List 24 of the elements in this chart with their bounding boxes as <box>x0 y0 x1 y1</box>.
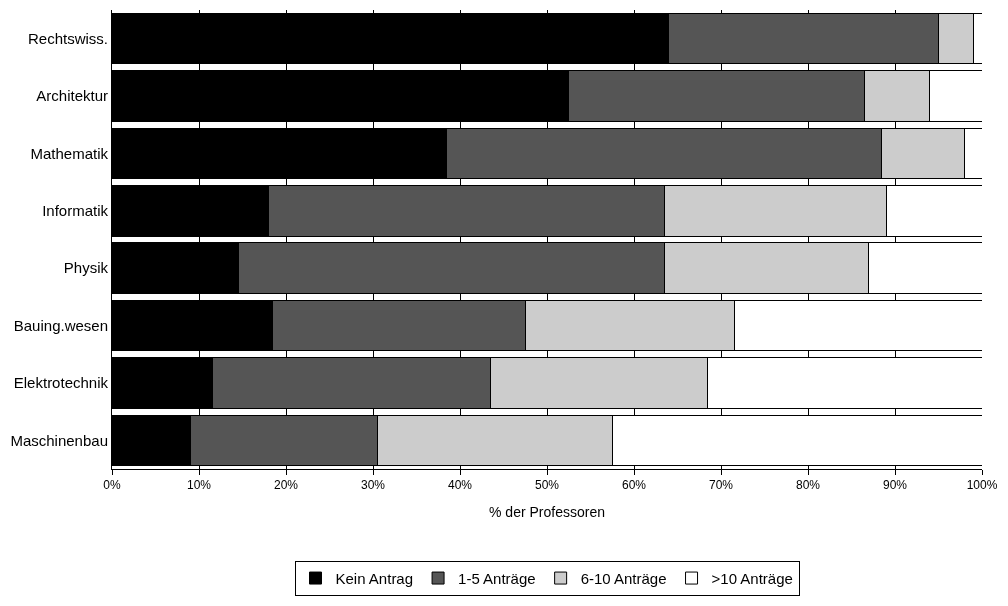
x-tick-label: 20% <box>273 478 299 493</box>
y-tick-label: Bauing.wesen <box>13 316 108 334</box>
y-tick-label: Rechtswiss. <box>27 29 108 47</box>
y-tick-label: Elektrotechnik <box>13 374 109 392</box>
x-axis-title: % der Professoren <box>489 503 605 520</box>
x-tick-label: 100% <box>966 478 998 493</box>
x-tick-label: 80% <box>795 478 821 493</box>
y-tick-label: Architektur <box>36 87 108 105</box>
x-tick-label: 60% <box>621 478 647 493</box>
x-tick-label: 30% <box>360 478 386 493</box>
x-tick-label: 0% <box>103 478 121 493</box>
y-tick-label: Informatik <box>42 202 109 220</box>
x-tick-label: 90% <box>882 478 908 493</box>
y-tick-label: Mathematik <box>30 144 109 162</box>
y-tick-label: Maschinenbau <box>10 431 108 449</box>
legend-label: 1-5 Anträge <box>458 569 536 587</box>
legend-label: Kein Antrag <box>335 569 414 587</box>
x-tick-label: 40% <box>447 478 473 493</box>
x-tick-label: 10% <box>186 478 212 493</box>
y-tick-label: Physik <box>63 259 109 277</box>
x-tick-label: 70% <box>708 478 734 493</box>
legend-label: >10 Anträge <box>711 569 793 587</box>
legend-label: 6-10 Anträge <box>580 569 667 587</box>
x-tick-label: 50% <box>534 478 560 493</box>
